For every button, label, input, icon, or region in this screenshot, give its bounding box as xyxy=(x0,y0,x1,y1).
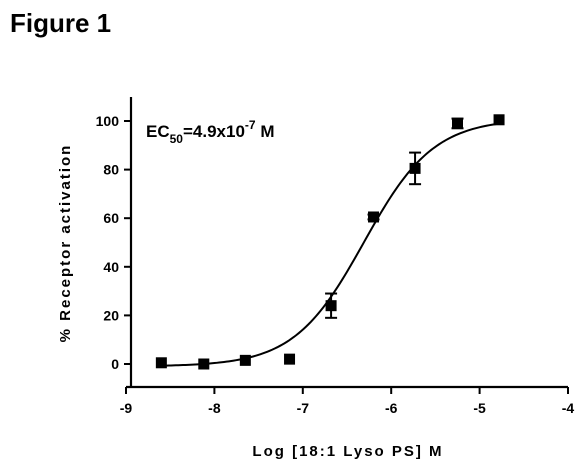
x-ticks: -9 -8 -7 -6 -5 -4 xyxy=(120,387,575,416)
x-tick-label: -8 xyxy=(208,400,221,416)
data-point xyxy=(325,300,337,312)
y-tick-label: 0 xyxy=(111,356,119,372)
data-point xyxy=(368,211,380,223)
x-tick-label: -9 xyxy=(120,400,133,416)
y-tick-label: 60 xyxy=(103,210,119,226)
y-tick-label: 80 xyxy=(103,162,119,178)
ec50-annotation: EC50=4.9x10-7 M xyxy=(146,118,274,146)
x-tick-label: -6 xyxy=(385,400,398,416)
ec50-middle: =4.9x10 xyxy=(183,122,245,141)
data-point xyxy=(284,353,296,365)
axes xyxy=(126,97,568,389)
ec50-subscript: 50 xyxy=(170,132,184,146)
y-ticks: 0 20 40 60 80 100 xyxy=(96,113,131,372)
x-tick-label: -5 xyxy=(473,400,486,416)
figure-label: Figure 1 xyxy=(10,8,112,38)
data-point xyxy=(493,114,505,126)
data-points xyxy=(155,114,505,370)
ec50-prefix: EC xyxy=(146,122,170,141)
data-point xyxy=(409,162,421,174)
x-axis-label: Log [18:1 Lyso PS] M xyxy=(252,443,443,460)
y-tick-label: 20 xyxy=(103,307,119,323)
ec50-superscript: -7 xyxy=(245,118,256,132)
data-point xyxy=(239,354,251,366)
fit-curve xyxy=(161,122,500,367)
y-tick-label: 100 xyxy=(96,113,120,129)
x-tick-label: -7 xyxy=(297,400,310,416)
data-point xyxy=(452,117,463,129)
data-point xyxy=(198,358,210,370)
y-tick-label: 40 xyxy=(103,259,119,275)
y-axis-label: % Receptor activation xyxy=(57,144,74,343)
data-point xyxy=(155,357,167,369)
x-tick-label: -4 xyxy=(562,400,575,416)
ec50-suffix: M xyxy=(256,122,275,141)
